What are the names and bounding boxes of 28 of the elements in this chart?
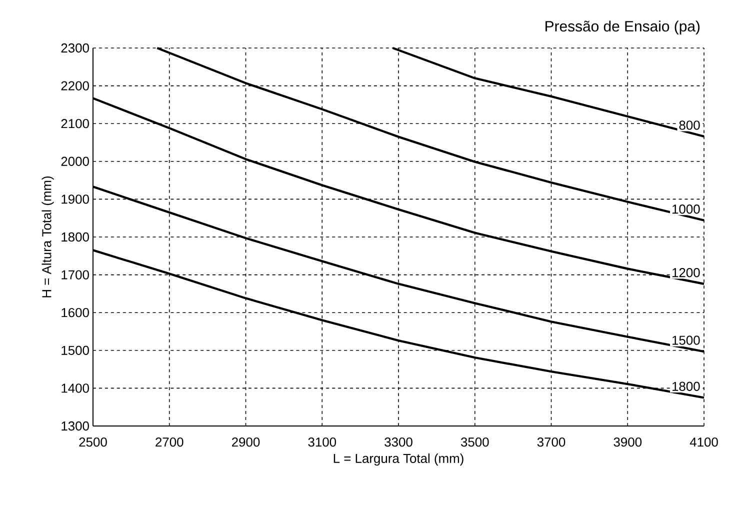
y-tick-label: 1600 <box>62 308 89 318</box>
x-axis-title: L = Largura Total (mm) <box>334 453 464 466</box>
x-tick-label: 3700 <box>537 437 566 447</box>
series-label: 1000 <box>672 204 700 214</box>
x-tick-label: 3900 <box>614 437 642 447</box>
series-label: 1200 <box>672 268 700 278</box>
series-label: 1800 <box>672 382 700 391</box>
x-tick-label: 4100 <box>690 437 718 447</box>
y-tick-label: 2100 <box>61 119 89 128</box>
x-tick-label: 2700 <box>156 437 184 447</box>
series-label: 800 <box>679 120 700 130</box>
y-tick-label: 2000 <box>61 156 89 166</box>
y-tick-label: 2300 <box>61 43 89 53</box>
y-tick-label: 1800 <box>62 232 89 242</box>
y-tick-label: 1500 <box>62 346 89 355</box>
x-tick-label: 3500 <box>460 437 489 447</box>
x-tick-label: 2900 <box>232 437 260 447</box>
series-label: 1500 <box>672 336 700 345</box>
x-tick-label: 3100 <box>308 437 336 447</box>
y-tick-label: 1900 <box>62 194 89 204</box>
x-tick-label: 2500 <box>79 437 107 447</box>
y-tick-label: 1400 <box>62 384 89 393</box>
y-tick-label: 1700 <box>62 270 89 280</box>
x-tick-label: 3300 <box>384 437 412 447</box>
chart-title: Pressão de Ensaio (pa) <box>546 20 700 35</box>
y-axis-title: H = Altura Total (mm) <box>42 176 54 298</box>
y-tick-label: 1300 <box>62 421 89 431</box>
y-tick-label: 2200 <box>61 81 89 90</box>
